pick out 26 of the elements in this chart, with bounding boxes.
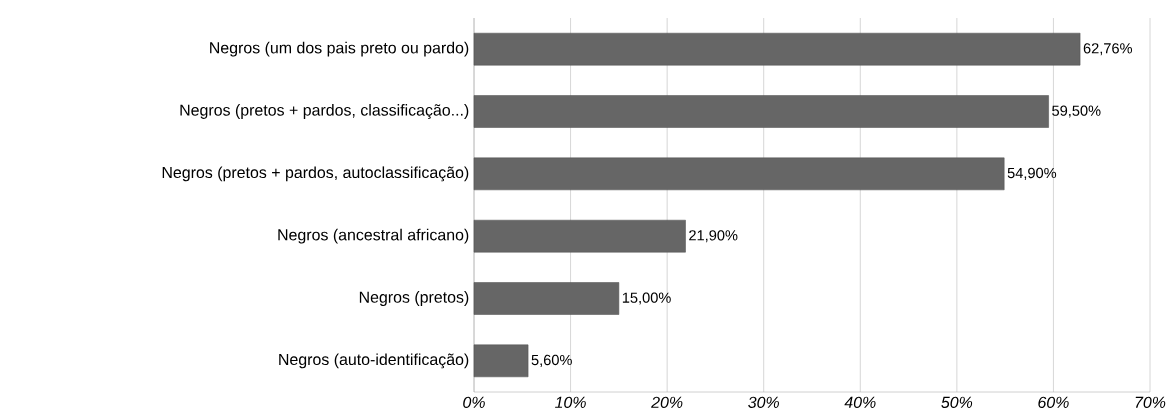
x-tick-label: 30% [748,396,779,408]
y-tick-label: Negros (um dos pais preto ou pardo) [210,41,469,57]
y-tick-label: Negros (pretos) [359,291,469,306]
x-tick-label: 60% [1038,396,1069,408]
bar [473,157,1005,191]
y-tick-label: Negros (pretos + pardos, autoclassificação) [162,166,469,182]
data-label: 15,00% [622,292,671,305]
data-label: 62,76% [1083,43,1133,56]
y-tick-label: Negros (ancestral africano) [278,228,469,244]
data-label: 5,60% [531,354,572,367]
data-label: 54,90% [1007,167,1057,180]
x-tick-label: 40% [844,396,876,408]
x-tick-label: 20% [651,396,683,408]
y-tick-label: Negros (auto-identificação) [279,353,469,369]
x-tick-label: 70% [1135,396,1166,408]
x-tick-label: 10% [555,396,586,408]
x-tick-label: 0% [463,396,485,408]
y-tick-label: Negros (pretos + pardos, classificação...) [180,104,469,119]
bar [473,344,529,378]
bar [473,282,620,315]
data-label: 21,90% [689,230,738,243]
bar [473,32,1081,66]
bar [473,95,1049,128]
x-tick-label: 50% [941,396,973,408]
data-label: 59,50% [1052,105,1101,118]
bar [473,219,686,253]
